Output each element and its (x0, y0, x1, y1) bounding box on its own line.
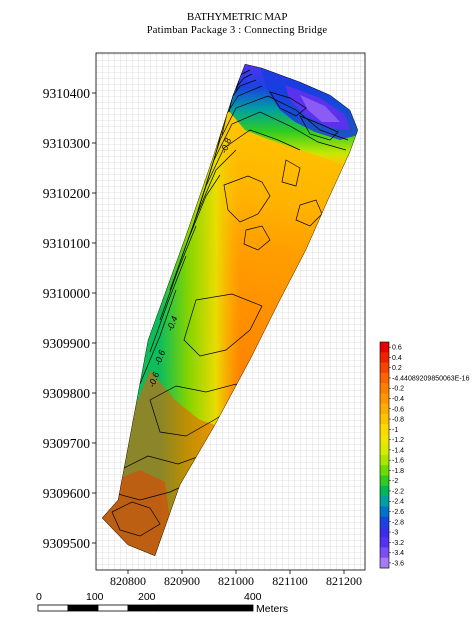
legend-swatch (380, 465, 389, 476)
legend-swatch (380, 413, 389, 425)
legend-label: -4.44089209850063E-16 (392, 375, 470, 382)
legend-label: -1 (392, 427, 398, 434)
scale-tick-label: 200 (138, 591, 156, 603)
legend-label: -1.6 (392, 458, 404, 465)
scale-bar: 0 100 200 400 Meters (36, 591, 288, 615)
legend-swatch (380, 383, 389, 394)
scale-tick-label: 400 (244, 591, 262, 603)
legend-label: 0.4 (392, 355, 402, 362)
legend-label: -3 (392, 530, 398, 537)
contour-label: -0.6 (152, 349, 167, 367)
contour-label: -0.8 (218, 137, 233, 155)
legend-swatch (380, 506, 389, 518)
legend-swatch (380, 537, 389, 548)
legend-frame (379, 341, 390, 569)
legend-swatch (380, 557, 389, 569)
legend-swatch (380, 444, 389, 456)
legend-swatch (380, 516, 389, 528)
legend-swatch (380, 362, 389, 374)
legend-label: -2.4 (392, 499, 404, 506)
x-tick-label: 821100 (272, 574, 308, 588)
legend-label: -0.2 (392, 386, 404, 393)
legend-swatch (380, 352, 389, 363)
legend-swatch (380, 393, 389, 405)
legend-swatch (380, 372, 389, 384)
legend-label: 0.6 (392, 345, 402, 352)
legend-label: -2 (392, 478, 398, 485)
x-tick-label: 821000 (218, 574, 254, 588)
legend-label: -1.8 (392, 468, 404, 475)
y-axis: 9310400 9310300 9310200 9310100 9310000 93099… (43, 86, 96, 551)
legend-swatch (380, 342, 389, 353)
scale-bar-segment (127, 604, 159, 612)
x-tick-label: 821200 (326, 574, 362, 588)
legend-label: -0.8 (392, 417, 404, 424)
legend-label: -2.2 (392, 488, 404, 495)
y-tick-label: 9309900 (43, 336, 91, 351)
legend-swatch (380, 496, 389, 507)
scale-tick-label: 100 (86, 591, 104, 603)
scale-tick-label: 0 (36, 591, 42, 603)
legend-label: -2.8 (392, 519, 404, 526)
contour-labels: -0.8 -0.4 -0.6 -0.6 (146, 137, 233, 389)
scale-bar-segment (37, 604, 69, 612)
map-subtitle: Patimban Package 3 : Connecting Bridge (146, 25, 328, 36)
legend-swatch (380, 526, 389, 538)
legend-label: -3.2 (392, 540, 404, 547)
legend-label: 0.2 (392, 365, 402, 372)
legend-label: -3.6 (392, 560, 404, 567)
legend-label: -2.6 (392, 509, 404, 516)
y-tick-label: 9309600 (43, 486, 91, 501)
legend-swatch (380, 547, 389, 559)
legend-label: -3.4 (392, 550, 404, 557)
y-tick-label: 9310300 (43, 136, 91, 151)
scale-unit: Meters (256, 603, 288, 615)
contour-label: -0.6 (146, 371, 161, 389)
scale-bar-segment (157, 604, 254, 612)
legend-swatch (380, 455, 389, 466)
legend-label: -1.2 (392, 437, 404, 444)
legend-swatch (380, 403, 389, 415)
depth-legend: 0.6 0.4 0.2 -4.44089209850063E-16 -0.2 -0.4 -0… (379, 341, 470, 569)
legend-label: -0.6 (392, 406, 404, 413)
legend-label: -0.4 (392, 396, 404, 403)
y-tick-label: 9309500 (43, 536, 91, 551)
legend-label: -1.4 (392, 447, 404, 454)
y-tick-label: 9310200 (43, 186, 91, 201)
y-tick-label: 9310100 (43, 236, 91, 251)
map-title: BATHYMETRIC MAP (186, 11, 288, 23)
x-tick-label: 820900 (164, 574, 200, 588)
x-tick-label: 820800 (110, 574, 146, 588)
legend-swatch (380, 485, 389, 497)
x-axis: 820800 820900 821000 821100 821200 (110, 570, 362, 588)
y-tick-label: 9309800 (43, 386, 91, 401)
y-tick-label: 9309700 (43, 436, 91, 451)
scale-bar-segment (97, 604, 129, 612)
scale-bar-segment (67, 604, 99, 612)
legend-swatch (380, 475, 389, 487)
legend-swatch (380, 424, 389, 435)
y-tick-label: 9310000 (43, 286, 91, 301)
y-tick-label: 9310400 (43, 86, 91, 101)
legend-swatch (380, 434, 389, 446)
